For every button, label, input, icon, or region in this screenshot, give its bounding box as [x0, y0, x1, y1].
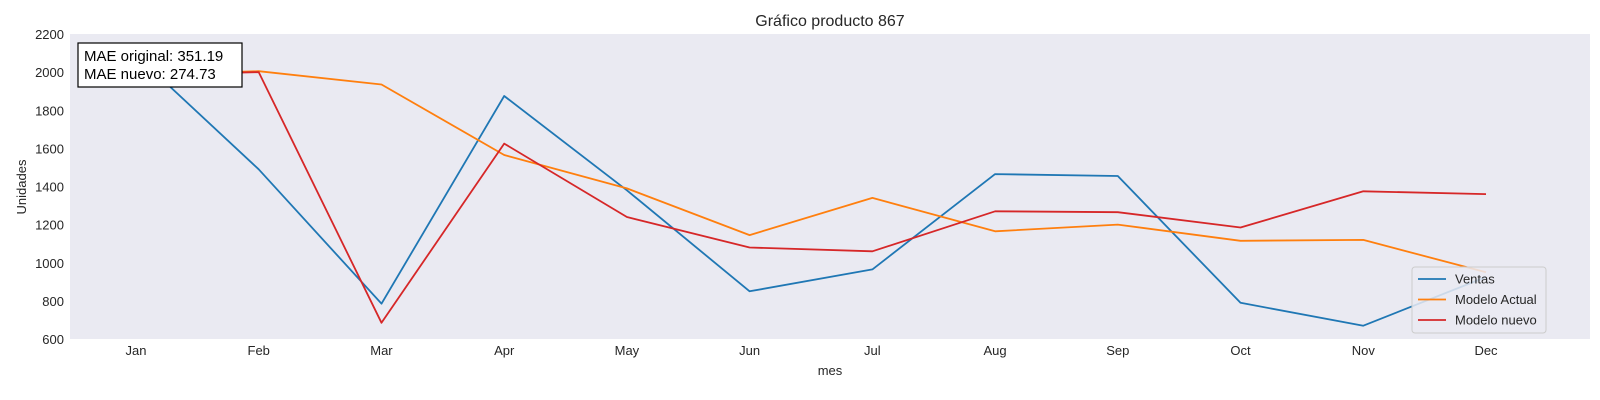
- series-line-2: [135, 71, 1487, 324]
- legend: Ventas Modelo Actual Modelo nuevo: [1411, 266, 1547, 334]
- x-tick-label: Feb: [248, 343, 270, 358]
- annotation-line: MAE original: 351.19: [84, 48, 223, 65]
- x-tick-label: Jan: [126, 343, 147, 358]
- x-tick-label: Apr: [494, 343, 515, 358]
- y-tick-label: 1000: [35, 256, 64, 271]
- x-tick-labels: Jan Feb Mar Apr May Jun Jul Aug Sep Oct Nov Dec: [126, 343, 1499, 358]
- x-tick-label: Aug: [984, 343, 1007, 358]
- x-axis-label: mes: [818, 363, 843, 378]
- legend-label: Modelo nuevo: [1455, 313, 1537, 328]
- y-tick-label: 1800: [35, 103, 64, 118]
- legend-label: Modelo Actual: [1455, 292, 1537, 307]
- x-tick-label: Mar: [370, 343, 393, 358]
- x-tick-label: Sep: [1106, 343, 1129, 358]
- y-tick-label: 600: [42, 332, 64, 347]
- y-tick-labels: 600 800 1000 1200 1400 1600 1800 2000 2200: [35, 27, 64, 347]
- x-tick-label: Nov: [1352, 343, 1376, 358]
- annotation-box: [77, 42, 243, 88]
- x-tick-label: May: [615, 343, 640, 358]
- y-tick-label: 2000: [35, 65, 64, 80]
- y-tick-label: 1200: [35, 218, 64, 233]
- legend-box: [1411, 266, 1547, 334]
- y-tick-label: 1600: [35, 141, 64, 156]
- x-tick-label: Dec: [1474, 343, 1498, 358]
- series-lines: [135, 54, 1487, 327]
- y-axis-label: Unidades: [14, 159, 29, 214]
- chart-title: Gráfico producto 867: [755, 13, 905, 30]
- series-line-1: [135, 70, 1487, 274]
- x-tick-label: Oct: [1230, 343, 1251, 358]
- legend-label: Ventas: [1455, 272, 1495, 287]
- y-tick-label: 2200: [35, 27, 64, 42]
- x-tick-label: Jul: [864, 343, 881, 358]
- x-tick-label: Jun: [739, 343, 760, 358]
- annotation-line: MAE nuevo: 274.73: [84, 66, 216, 83]
- y-tick-label: 1400: [35, 180, 64, 195]
- y-tick-label: 800: [42, 294, 64, 309]
- plot-area: [70, 34, 1590, 339]
